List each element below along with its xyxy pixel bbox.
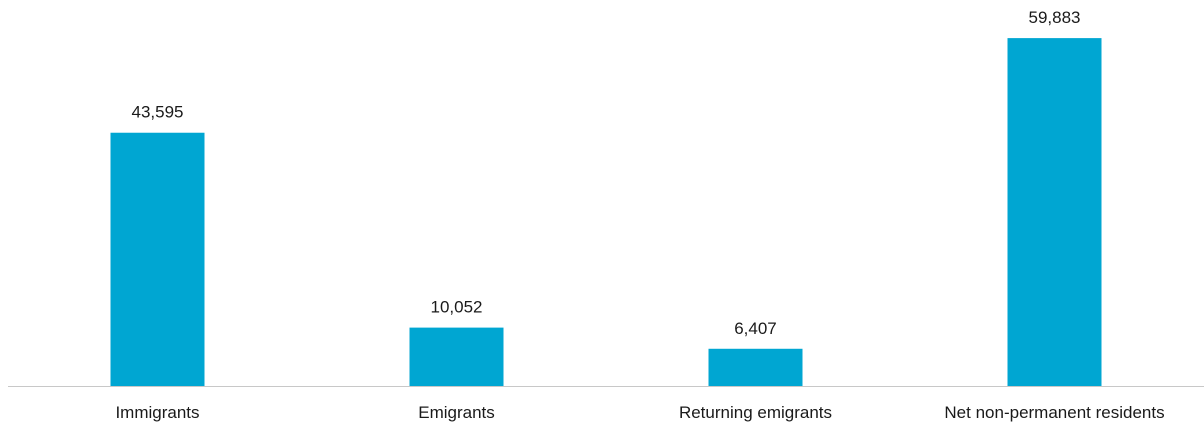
bar xyxy=(708,348,803,386)
category-label: Immigrants xyxy=(115,403,199,422)
bar xyxy=(110,132,205,386)
category-label: Net non-permanent residents xyxy=(944,403,1164,422)
data-label: 10,052 xyxy=(431,298,483,317)
value-labels-group: 43,595 10,052 6,407 59,883 xyxy=(132,8,1081,338)
data-label: 59,883 xyxy=(1029,8,1081,27)
category-labels-group: Immigrants Emigrants Returning emigrants Ne… xyxy=(115,403,1164,422)
data-label: 6,407 xyxy=(734,319,777,338)
bars-group xyxy=(110,38,1102,387)
data-label: 43,595 xyxy=(132,103,184,122)
category-label: Emigrants xyxy=(418,403,495,422)
category-label: Returning emigrants xyxy=(679,403,832,422)
bar xyxy=(409,327,504,386)
bar xyxy=(1007,38,1102,387)
